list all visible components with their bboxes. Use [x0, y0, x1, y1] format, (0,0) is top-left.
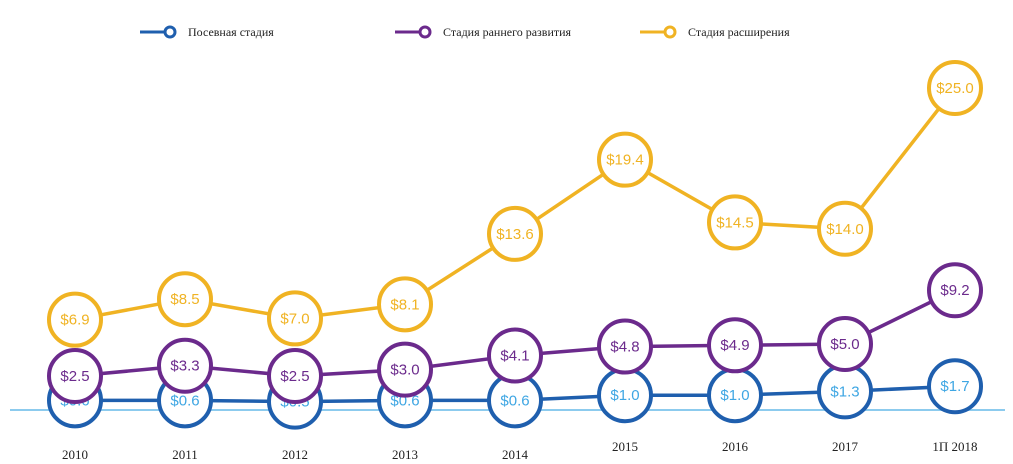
legend-label: Посевная стадия	[188, 25, 274, 39]
point-marker	[267, 290, 323, 347]
data-label: $7.0	[280, 310, 309, 327]
legend-label: Стадия раннего развития	[443, 25, 572, 39]
data-label: $9.2	[940, 282, 969, 299]
point-marker	[597, 318, 653, 375]
data-label: $1.7	[940, 378, 969, 395]
data-label: $3.3	[170, 358, 199, 375]
data-label: $0.6	[170, 392, 199, 409]
data-label: $8.1	[390, 296, 419, 313]
data-label: $1.3	[830, 383, 859, 400]
data-label: $1.0	[610, 387, 639, 404]
legend-marker	[418, 25, 432, 39]
point-marker	[817, 200, 873, 257]
point-marker	[377, 341, 433, 398]
data-label: $0.6	[500, 392, 529, 409]
data-label: $1.0	[720, 387, 749, 404]
point-marker	[597, 131, 653, 188]
point-marker	[157, 337, 213, 394]
point-marker	[47, 291, 103, 348]
data-label: $2.5	[60, 368, 89, 385]
data-label: $4.1	[500, 347, 529, 364]
x-tick-label: 2015	[612, 439, 638, 454]
legend-marker	[163, 25, 177, 39]
data-label: $2.5	[280, 368, 309, 385]
point-marker	[927, 60, 983, 116]
point-marker	[157, 271, 213, 328]
point-marker	[707, 317, 763, 374]
point-marker	[267, 348, 323, 404]
data-label: $6.9	[60, 312, 89, 329]
x-tick-label: 2014	[502, 447, 529, 462]
legend-marker	[663, 25, 677, 39]
x-tick-label: 2017	[832, 439, 859, 454]
data-label: $13.6	[496, 226, 534, 243]
point-marker	[487, 205, 543, 262]
point-marker	[707, 194, 763, 251]
point-marker	[377, 276, 433, 333]
x-tick-label: 2011	[172, 447, 198, 462]
point-marker	[927, 262, 983, 319]
point-marker	[817, 316, 873, 372]
point-marker	[927, 358, 983, 415]
data-label: $19.4	[606, 152, 644, 169]
data-label: $4.8	[610, 339, 639, 356]
data-label: $14.0	[826, 221, 864, 238]
data-label: $5.0	[830, 336, 859, 353]
x-tick-label: 2012	[282, 447, 308, 462]
data-label: $25.0	[936, 80, 974, 97]
legend-label: Стадия расширения	[688, 25, 790, 39]
point-marker	[487, 327, 543, 384]
x-tick-label: 2010	[62, 447, 88, 462]
x-tick-label: 1П 2018	[932, 439, 977, 454]
data-label: $3.0	[390, 362, 419, 379]
data-label: $4.9	[720, 337, 749, 354]
data-label: $14.5	[716, 214, 754, 231]
x-tick-label: 2016	[722, 439, 749, 454]
x-tick-label: 2013	[392, 447, 418, 462]
point-marker	[47, 348, 103, 404]
data-label: $8.5	[170, 291, 199, 308]
